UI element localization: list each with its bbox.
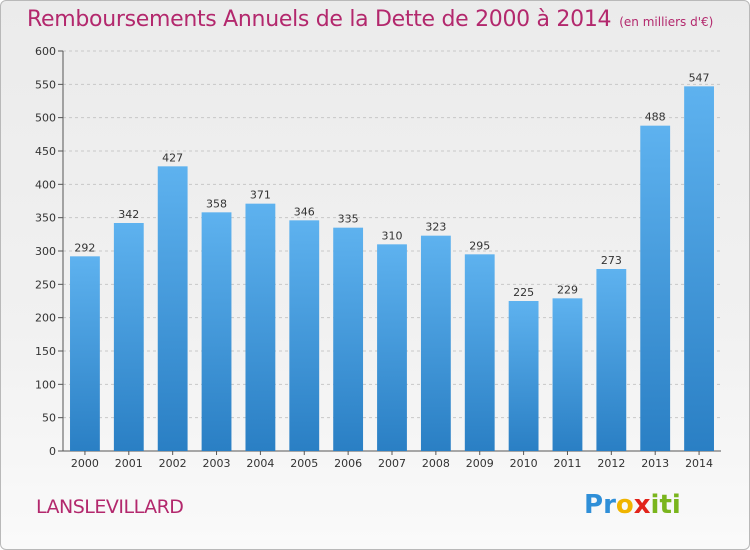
value-label-2009: 295 [469, 239, 490, 252]
x-tick-label-2003: 2003 [203, 457, 231, 470]
value-label-2004: 371 [250, 189, 271, 202]
chart-subtitle: (en milliers d'€) [619, 15, 714, 29]
logo-letter: x [633, 490, 651, 520]
x-tick-label-2013: 2013 [641, 457, 669, 470]
y-tick-label: 550 [35, 78, 56, 91]
value-label-2006: 335 [338, 213, 359, 226]
y-tick-label: 350 [35, 212, 56, 225]
bar-2013 [640, 125, 671, 452]
x-tick-label-2007: 2007 [378, 457, 406, 470]
bar-2005 [289, 220, 320, 451]
y-tick-label: 300 [35, 245, 56, 258]
value-label-2003: 358 [206, 197, 227, 210]
x-tick-label-2011: 2011 [553, 457, 581, 470]
value-label-2010: 225 [513, 286, 534, 299]
x-tick-label-2010: 2010 [510, 457, 538, 470]
logo-letter: t [659, 490, 672, 520]
y-tick-label: 100 [35, 378, 56, 391]
chart-title-text: Remboursements Annuels de la Dette de 20… [27, 7, 612, 32]
y-tick-label: 150 [35, 345, 56, 358]
x-tick-label-2004: 2004 [246, 457, 274, 470]
bar-2012 [596, 269, 627, 451]
bar-2011 [552, 298, 583, 451]
value-label-2013: 488 [645, 111, 666, 124]
bar-2002 [157, 166, 188, 452]
logo-letter: P [584, 490, 604, 520]
value-label-2011: 229 [557, 283, 578, 296]
value-label-2007: 310 [382, 229, 403, 242]
x-tick-label-2002: 2002 [159, 457, 187, 470]
value-label-2005: 346 [294, 205, 315, 218]
value-label-2000: 292 [74, 241, 95, 254]
x-tick-label-2012: 2012 [597, 457, 625, 470]
bar-2009 [464, 254, 495, 451]
bar-2006 [333, 227, 364, 451]
axes: 0 50 100 150 200 250 300 350 400 450 500 550 600 2000… [35, 45, 721, 470]
x-tick-label-2005: 2005 [290, 457, 318, 470]
y-tick-label: 450 [35, 145, 56, 158]
x-tick-label-2009: 2009 [466, 457, 494, 470]
y-tick-label: 600 [35, 45, 56, 58]
proxiti-logo: Proxiti [584, 490, 681, 520]
value-label-2001: 342 [118, 208, 139, 221]
value-label-2008: 323 [425, 221, 446, 234]
logo-letter: i [671, 490, 681, 520]
x-tick-label-2014: 2014 [685, 457, 713, 470]
bar-2004 [245, 203, 276, 451]
y-tick-label: 0 [49, 445, 56, 458]
bar-2001 [113, 223, 144, 451]
y-tick-label: 500 [35, 112, 56, 125]
value-label-2002: 427 [162, 151, 183, 164]
bar-2007 [377, 244, 407, 451]
bar-2014 [684, 86, 714, 451]
y-tick-label: 250 [35, 278, 56, 291]
x-tick-label-2008: 2008 [422, 457, 450, 470]
logo-letter: r [603, 490, 616, 520]
bar-2000 [70, 256, 100, 451]
x-tick-label-2006: 2006 [334, 457, 362, 470]
x-tick-label-2000: 2000 [71, 457, 99, 470]
bar-2010 [508, 301, 539, 451]
logo-letter: i [650, 490, 660, 520]
bars [70, 86, 714, 452]
y-tick-label: 50 [42, 412, 56, 425]
y-tick-label: 200 [35, 312, 56, 325]
commune-name: LANSLEVILLARD [36, 496, 184, 518]
value-label-2014: 547 [689, 71, 710, 84]
data-labels: 292 342 427 358 371 346 335 310 323 295 225 229 273 4… [74, 71, 709, 299]
bar-2008 [420, 235, 451, 451]
bar-2003 [201, 212, 232, 451]
x-tick-label-2001: 2001 [115, 457, 143, 470]
value-label-2012: 273 [601, 254, 622, 267]
logo-letter: o [615, 490, 634, 520]
chart-title: Remboursements Annuels de la Dette de 20… [27, 7, 713, 32]
y-tick-label: 400 [35, 178, 56, 191]
